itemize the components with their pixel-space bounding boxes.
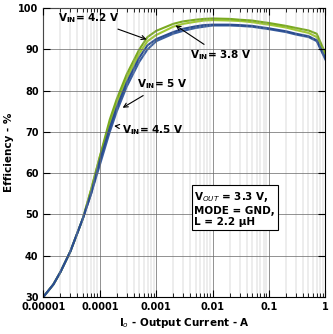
X-axis label: I$_o$ - Output Current - A: I$_o$ - Output Current - A [119,316,250,330]
Text: V$_{OUT}$ = 3.3 V,
MODE = GND,
L = 2.2 μH: V$_{OUT}$ = 3.3 V, MODE = GND, L = 2.2 μ… [194,190,275,227]
Y-axis label: Efficiency - %: Efficiency - % [4,113,14,192]
Text: V$_\mathregular{IN}$= 4.5 V: V$_\mathregular{IN}$= 4.5 V [115,123,184,137]
Text: V$_\mathregular{IN}$= 5 V: V$_\mathregular{IN}$= 5 V [124,77,187,107]
Text: V$_\mathregular{IN}$= 3.8 V: V$_\mathregular{IN}$= 3.8 V [176,26,251,62]
Text: V$_\mathregular{IN}$= 4.2 V: V$_\mathregular{IN}$= 4.2 V [58,12,146,39]
